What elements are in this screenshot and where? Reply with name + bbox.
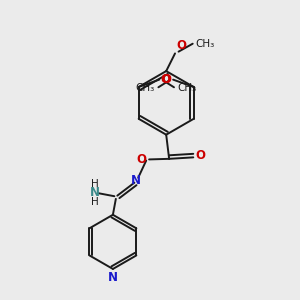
Text: O: O (136, 153, 146, 166)
Text: N: N (131, 174, 141, 187)
Text: H: H (91, 197, 98, 207)
Text: O: O (162, 73, 172, 85)
Text: H: H (91, 179, 98, 189)
Text: N: N (90, 186, 100, 199)
Text: O: O (196, 149, 206, 162)
Text: CH₃: CH₃ (195, 39, 214, 49)
Text: N: N (108, 271, 118, 284)
Text: CH₃: CH₃ (135, 83, 154, 94)
Text: CH₃: CH₃ (178, 83, 197, 94)
Text: O: O (161, 73, 171, 85)
Text: O: O (176, 39, 187, 52)
